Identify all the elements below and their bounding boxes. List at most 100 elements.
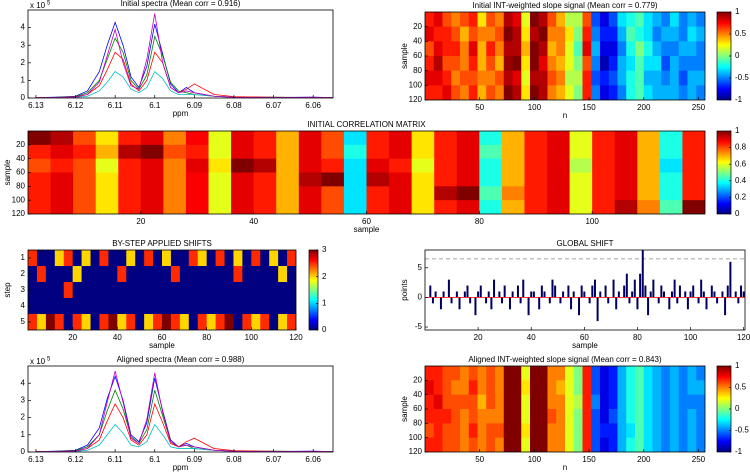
heatmap-cell bbox=[635, 423, 645, 439]
heatmap-cell bbox=[503, 437, 513, 452]
heatmap-cell bbox=[687, 437, 697, 452]
heatmap-cell bbox=[460, 423, 470, 439]
heatmap-cell bbox=[643, 70, 653, 86]
x-tick-label: 120 bbox=[289, 333, 303, 342]
x-tick-label: 6.11 bbox=[108, 455, 124, 464]
heatmap-cell bbox=[197, 298, 208, 315]
heatmap-cell bbox=[260, 266, 270, 283]
heatmap-cell bbox=[468, 380, 478, 396]
heatmap-cell bbox=[81, 298, 91, 315]
heatmap-cell bbox=[73, 200, 97, 214]
chart-title: BY-STEP APPLIED SHIFTS bbox=[112, 239, 212, 248]
bar bbox=[532, 291, 535, 298]
heatmap-cell bbox=[73, 186, 97, 201]
heatmap-cell bbox=[565, 12, 575, 28]
heatmap-cell bbox=[224, 282, 234, 299]
heatmap-cell bbox=[670, 26, 680, 42]
heatmap-cell bbox=[215, 298, 225, 315]
heatmap-cell bbox=[678, 85, 688, 100]
heatmap-cell bbox=[479, 186, 503, 201]
heatmap-cell bbox=[163, 172, 187, 187]
heatmap-cell bbox=[637, 144, 661, 160]
heatmap-cell bbox=[95, 172, 119, 187]
heatmap-cell bbox=[670, 41, 680, 57]
bar bbox=[527, 297, 530, 316]
heatmap-cell bbox=[81, 250, 91, 267]
heatmap-cell bbox=[140, 144, 164, 160]
heatmap-cell bbox=[468, 366, 478, 381]
heatmap-cell bbox=[298, 144, 322, 160]
spectrum-line bbox=[35, 402, 333, 452]
heatmap-cell bbox=[54, 266, 65, 283]
heatmap-cell bbox=[72, 282, 82, 299]
heatmap-cell bbox=[547, 409, 557, 424]
bar bbox=[633, 279, 636, 298]
y-tick-label: 40 bbox=[413, 36, 422, 45]
heatmap-cell bbox=[614, 131, 638, 146]
heatmap-cell bbox=[670, 85, 680, 100]
y-tick-label: 3 bbox=[21, 40, 26, 49]
heatmap-cell bbox=[643, 409, 653, 424]
heatmap-cell bbox=[503, 70, 513, 86]
heatmap-cell bbox=[547, 366, 557, 381]
bar bbox=[721, 291, 724, 298]
heatmap-cell bbox=[503, 41, 513, 57]
heatmap-cell bbox=[45, 266, 56, 283]
heatmap-cell bbox=[118, 144, 142, 160]
heatmap-cell bbox=[614, 172, 638, 187]
heatmap-cell bbox=[389, 158, 413, 173]
heatmap-cell bbox=[626, 380, 636, 396]
heatmap-cell bbox=[617, 423, 627, 439]
heatmap-cell bbox=[231, 158, 255, 173]
heatmap-cell bbox=[442, 437, 452, 452]
heatmap-cell bbox=[99, 314, 109, 330]
colorbar-tick-label: 1 bbox=[322, 298, 327, 307]
heatmap-cell bbox=[451, 409, 461, 424]
colorbar-tick-label: 1 bbox=[735, 7, 740, 16]
heatmap-cell bbox=[144, 282, 154, 299]
chart-title: Aligned spectra (Mean corr = 0.988) bbox=[117, 355, 245, 364]
heatmap-cell bbox=[495, 56, 505, 72]
heatmap-cell bbox=[108, 250, 118, 267]
heatmap-cell bbox=[269, 298, 279, 315]
bar bbox=[649, 291, 652, 298]
heatmap-cell bbox=[233, 282, 243, 299]
heatmap-cell bbox=[538, 437, 548, 452]
heatmap-cell bbox=[90, 298, 100, 315]
heatmap-cell bbox=[260, 298, 270, 315]
heatmap-cell bbox=[659, 144, 683, 160]
heatmap-cell bbox=[118, 200, 142, 214]
bar bbox=[686, 297, 689, 310]
heatmap-cell bbox=[661, 409, 671, 424]
bar bbox=[519, 297, 522, 304]
x-tick-label: 40 bbox=[527, 333, 536, 342]
heatmap-cell bbox=[617, 70, 627, 86]
heatmap-cell bbox=[547, 26, 557, 42]
heatmap-cell bbox=[45, 250, 56, 267]
x-tick-label: 20 bbox=[136, 217, 145, 226]
heatmap-cell bbox=[503, 12, 513, 28]
heatmap-cell bbox=[591, 380, 601, 396]
heatmap-cell bbox=[287, 314, 296, 330]
bar bbox=[578, 297, 581, 316]
heatmap-cell bbox=[433, 26, 443, 42]
heatmap-cell bbox=[298, 131, 322, 146]
heatmap-cell bbox=[442, 70, 452, 86]
heatmap-cell bbox=[144, 266, 154, 283]
heatmap-cell bbox=[451, 56, 461, 72]
heatmap-cell bbox=[600, 85, 610, 100]
heatmap-cell bbox=[614, 144, 638, 160]
bar bbox=[516, 285, 519, 298]
heatmap-cell bbox=[696, 41, 705, 57]
heatmap-cell bbox=[425, 380, 435, 396]
bar bbox=[737, 297, 740, 304]
bar bbox=[463, 291, 466, 298]
y-tick-label: 120 bbox=[12, 209, 26, 218]
y-tick-label: 20 bbox=[16, 140, 25, 149]
colorbar-tick-label: 2 bbox=[322, 272, 327, 281]
bar bbox=[543, 291, 546, 298]
heatmap-cell bbox=[451, 437, 461, 452]
heatmap-cell bbox=[162, 250, 172, 267]
heatmap-cell bbox=[28, 158, 51, 173]
heatmap-cell bbox=[224, 250, 234, 267]
